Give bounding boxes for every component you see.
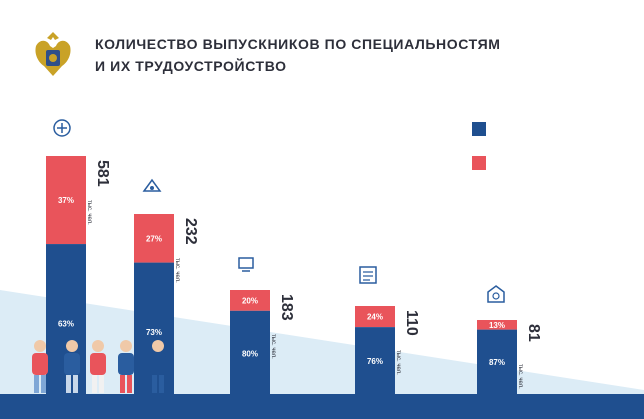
- person-body: [32, 353, 48, 375]
- person-head: [66, 340, 78, 352]
- total-value: 110: [403, 310, 420, 336]
- data-label-other: 13%: [489, 321, 505, 330]
- data-label-other: 27%: [146, 234, 162, 243]
- person-leg: [73, 375, 78, 393]
- person-leg: [159, 375, 164, 393]
- bottom-band: [0, 394, 644, 419]
- legend-swatch-employed: [472, 122, 486, 136]
- person-head: [152, 340, 164, 352]
- bar-segment-other: [230, 290, 270, 311]
- total-unit: тыс. чел.: [86, 200, 92, 225]
- total-value: 581: [94, 160, 111, 187]
- bar-segment-employed: [477, 329, 517, 394]
- total-unit: тыс. чел.: [270, 334, 276, 359]
- person-leg: [41, 375, 46, 393]
- total-unit: тыс. чел.: [517, 364, 523, 389]
- person-head: [34, 340, 46, 352]
- data-label-employed: 87%: [489, 358, 505, 367]
- data-label-other: 24%: [367, 313, 383, 322]
- category-4-icon: [358, 265, 378, 285]
- data-label-other: 20%: [242, 296, 258, 305]
- emblem-logo: [28, 28, 78, 80]
- total-unit: тыс. чел.: [395, 350, 401, 375]
- person-body: [150, 353, 166, 375]
- bar-segment-other: [46, 156, 86, 245]
- person-body: [90, 353, 106, 375]
- category-1-icon: [52, 118, 72, 138]
- data-label-employed: 80%: [242, 350, 258, 359]
- category-2-icon: [142, 176, 162, 196]
- person-leg: [99, 375, 104, 393]
- person-leg: [92, 375, 97, 393]
- data-label-employed: 63%: [58, 320, 74, 329]
- person-leg: [120, 375, 125, 393]
- person-leg: [127, 375, 132, 393]
- person-head: [120, 340, 132, 352]
- person-head: [92, 340, 104, 352]
- bar-segment-employed: [355, 327, 395, 394]
- people-illustration: [32, 340, 166, 393]
- data-label-other: 37%: [58, 196, 74, 205]
- data-label-employed: 76%: [367, 357, 383, 366]
- legend-swatch-other: [472, 156, 486, 170]
- person-leg: [66, 375, 71, 393]
- person-body: [118, 353, 134, 375]
- title-line-1: КОЛИЧЕСТВО ВЫПУСКНИКОВ ПО СПЕЦИАЛЬНОСТЯМ: [95, 36, 501, 52]
- category-3-icon: [236, 254, 256, 274]
- bar-segment-employed: [230, 310, 270, 394]
- title-line-2: И ИХ ТРУДОУСТРОЙСТВО: [95, 58, 287, 74]
- bar-segment-other: [355, 306, 395, 328]
- bar-segment-other: [134, 214, 174, 263]
- bar-segment-other: [477, 320, 517, 330]
- total-value: 183: [278, 294, 295, 321]
- total-unit: тыс. чел.: [174, 258, 180, 283]
- person-leg: [34, 375, 39, 393]
- total-value: 232: [182, 218, 199, 245]
- category-5-icon: [486, 284, 506, 304]
- person-leg: [152, 375, 157, 393]
- person-body: [64, 353, 80, 375]
- total-value: 81: [525, 324, 542, 342]
- data-label-employed: 73%: [146, 328, 162, 337]
